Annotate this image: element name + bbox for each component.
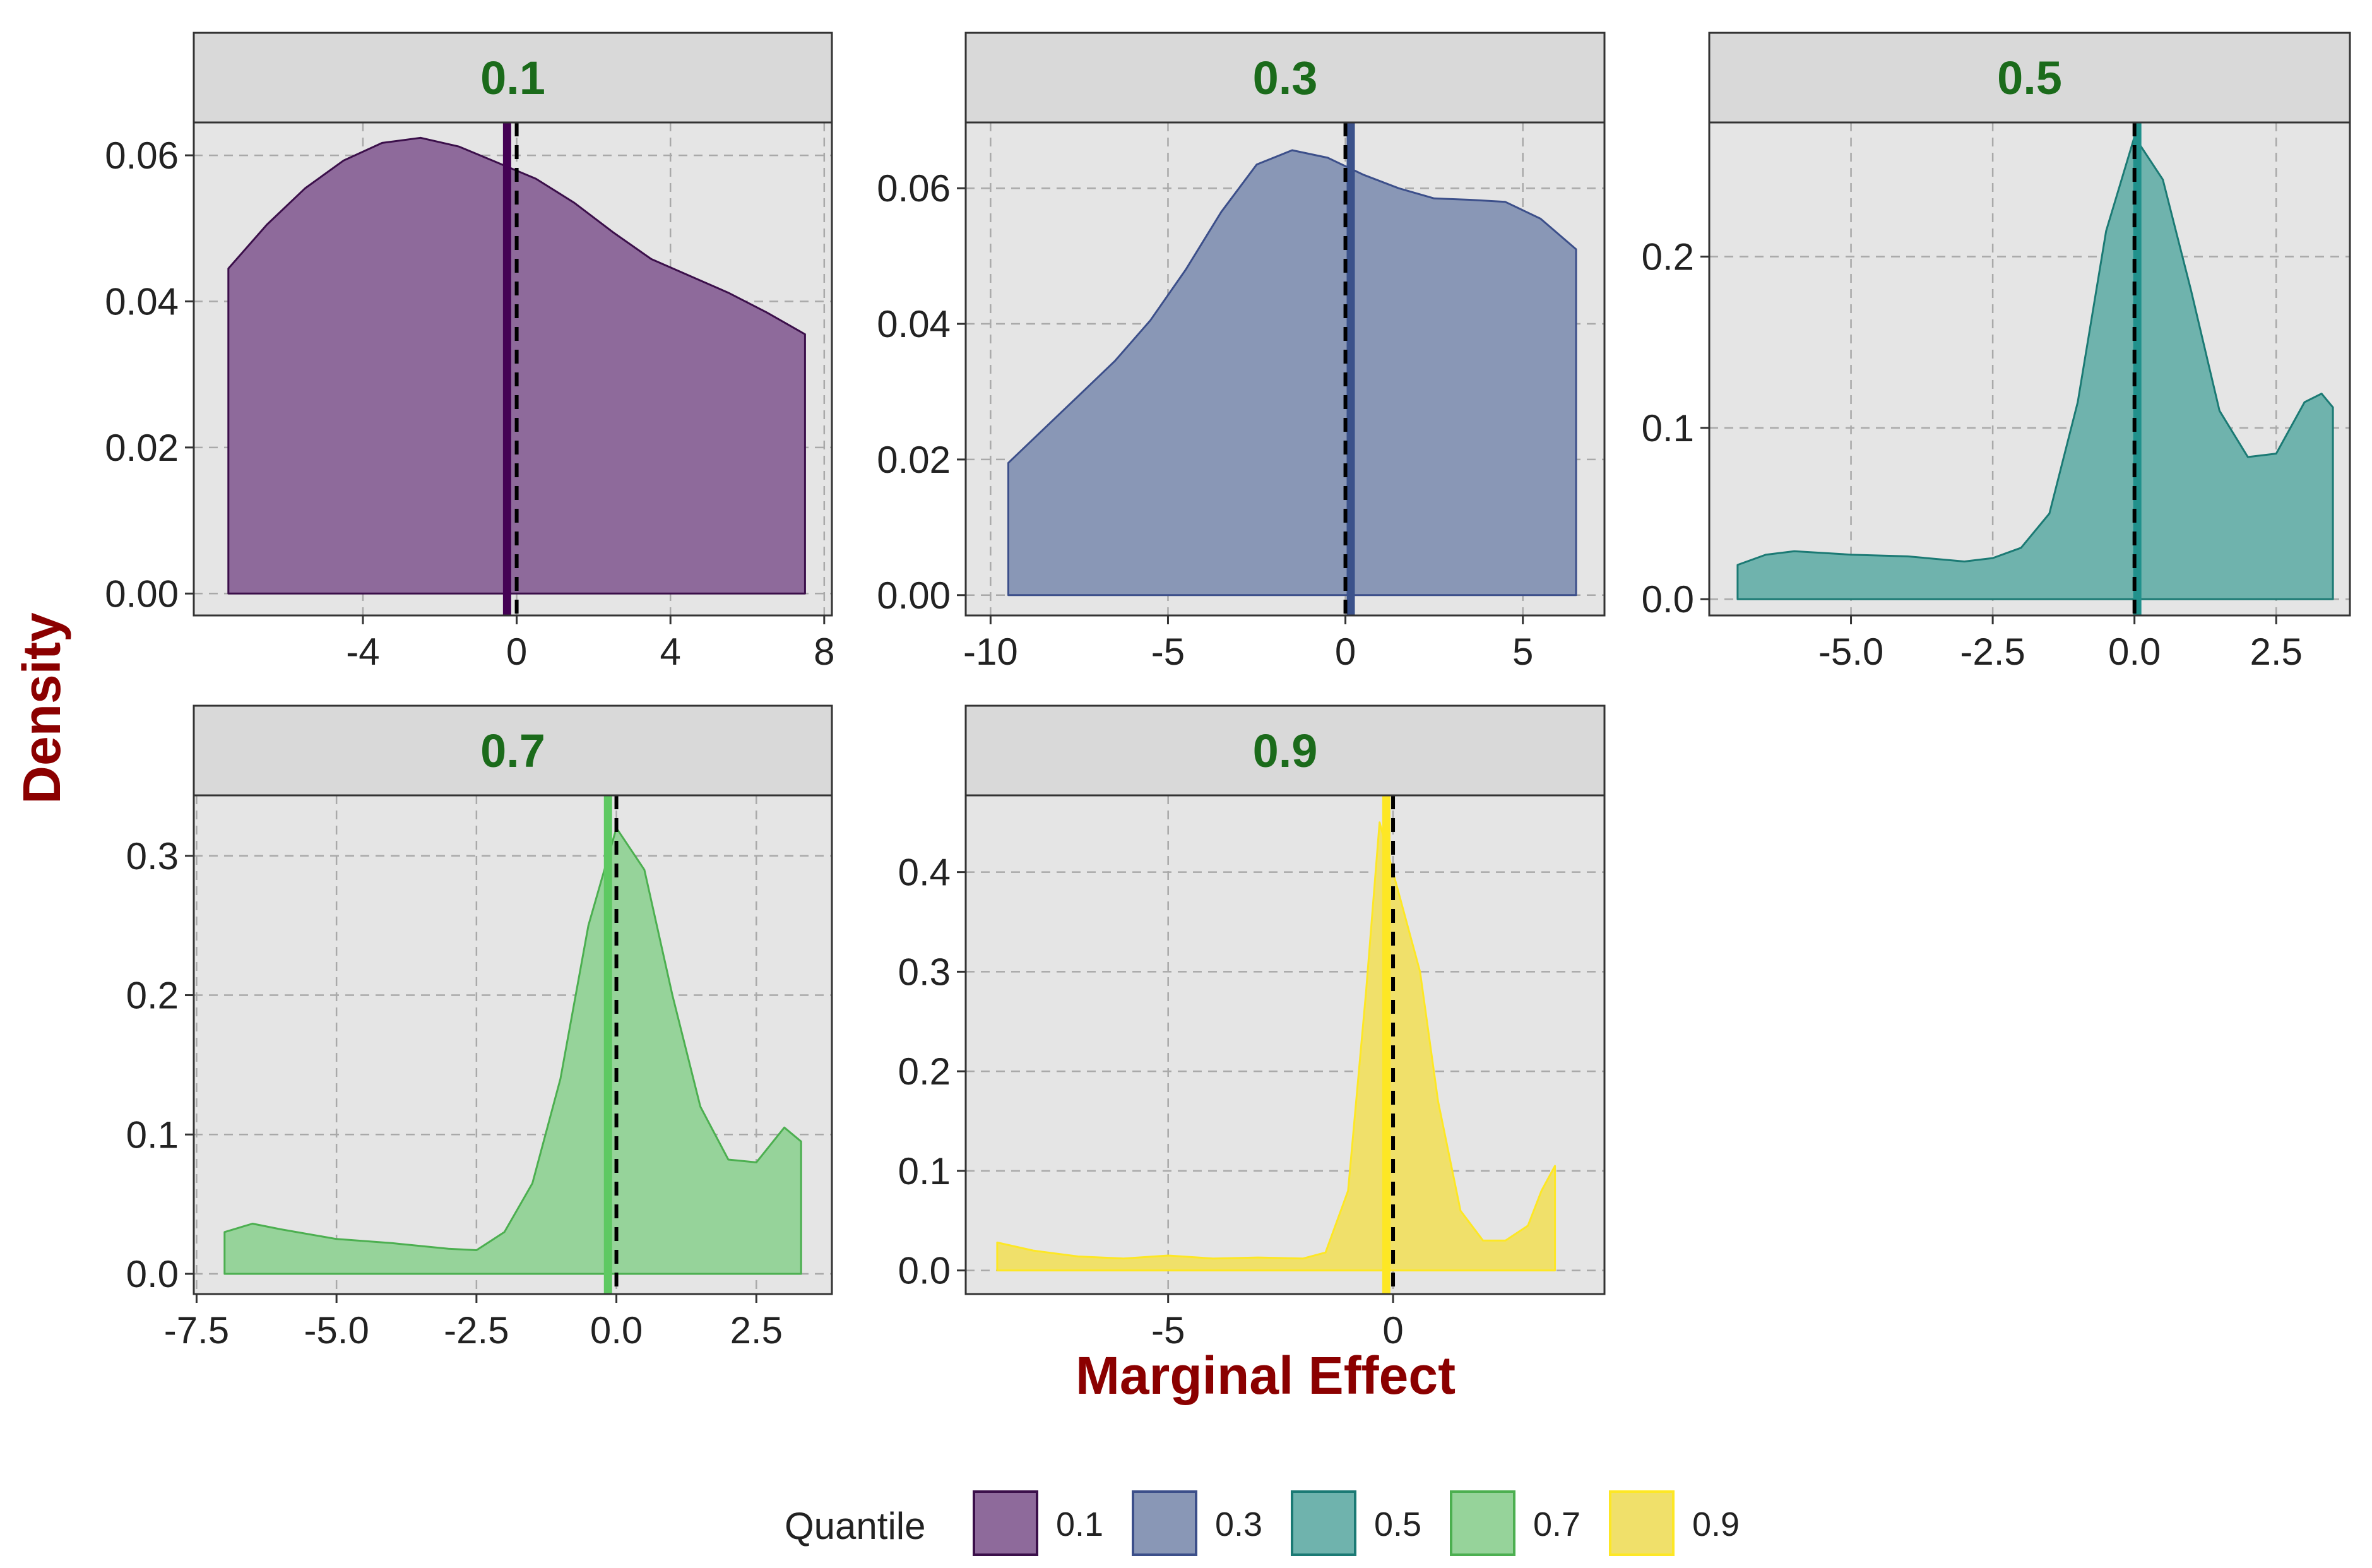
y-tick-label: 0.02: [105, 427, 179, 469]
facet-strip: [193, 704, 833, 797]
legend-label: 0.5: [1374, 1506, 1421, 1543]
y-tick-label: 0.06: [877, 167, 951, 210]
legend-label: 0.9: [1692, 1506, 1740, 1543]
panel-border: [964, 121, 1606, 617]
legend: Quantile 0.1 0.3 0.5 0.7 0.9: [785, 1490, 1740, 1556]
y-tick-label: 0.00: [105, 573, 179, 615]
y-tick-label: 0.04: [105, 280, 179, 323]
x-tick-label: 0: [1335, 631, 1356, 673]
panel-border: [193, 121, 833, 617]
legend-item-0.5: 0.5: [1291, 1490, 1421, 1556]
x-tick-label: 0.0: [2108, 631, 2161, 673]
legend-key-swatch: [1132, 1490, 1197, 1556]
y-tick-label: 0.0: [898, 1250, 951, 1292]
y-tick-label: 0.04: [877, 303, 951, 345]
y-tick-label: 0.4: [898, 852, 951, 894]
panel-border: [193, 794, 833, 1295]
x-axis-title: Marginal Effect: [1076, 1346, 1456, 1405]
y-tick-label: 0.1: [898, 1150, 951, 1192]
panels-layer: 0.1-4 0 4 80.000.020.040.060.3-10 -5 0 50.000.…: [105, 32, 2351, 1351]
y-axis-title: Density: [12, 612, 71, 804]
density-area-0.1: [227, 136, 806, 595]
y-tick-label: 0.06: [105, 134, 179, 177]
legend-item-0.3: 0.3: [1132, 1490, 1262, 1556]
x-tick-label: -5: [1151, 631, 1185, 673]
x-tick-label: -5: [1151, 1309, 1185, 1351]
facet-strip-label: 0.5: [1997, 52, 2062, 104]
y-tick-label: 0.2: [1642, 235, 1694, 278]
panel-border: [1708, 121, 2351, 617]
legend-items: 0.1 0.3 0.5 0.7 0.9: [973, 1490, 1740, 1556]
legend-key-swatch: [973, 1490, 1038, 1556]
panel-background: [966, 795, 1604, 1294]
facet-panel-0.9: 0.9 -5 0 0.0 0.1 0.2 0.3 0.4: [898, 704, 1606, 1351]
facet-strip-label: 0.1: [480, 52, 545, 104]
facet-strip-label: 0.9: [1253, 725, 1318, 777]
facet-panel-0.5: 0.5 -5.0 -2.5 0.0 2.5 0.0 0.1 0.2: [1642, 32, 2351, 673]
x-tick-label: 0.0: [590, 1309, 643, 1351]
legend-title: Quantile: [785, 1505, 925, 1547]
y-tick-label: 0.0: [126, 1253, 179, 1295]
x-tick-label: -5.0: [304, 1309, 369, 1351]
x-tick-label: -5.0: [1818, 631, 1883, 673]
density-area-0.9: [996, 821, 1557, 1272]
x-tick-label: 4: [660, 631, 681, 673]
facet-strip-label: 0.7: [480, 725, 545, 777]
x-tick-label: 8: [814, 631, 834, 673]
facet-strip: [1708, 32, 2351, 124]
y-tick-label: 0.1: [1642, 407, 1694, 449]
x-tick-label: 2.5: [2250, 631, 2303, 673]
x-tick-label: -10: [963, 631, 1018, 673]
y-tick-label: 0.02: [877, 439, 951, 481]
facet-strip: [964, 704, 1606, 797]
density-area-0.5: [1736, 136, 2334, 600]
legend-key-swatch: [1291, 1490, 1356, 1556]
legend-label: 0.7: [1533, 1506, 1580, 1543]
x-tick-label: -7.5: [164, 1309, 229, 1351]
legend-item-0.7: 0.7: [1450, 1490, 1580, 1556]
legend-item-0.1: 0.1: [973, 1490, 1103, 1556]
legend-item-0.9: 0.9: [1609, 1490, 1740, 1556]
y-tick-label: 0.2: [898, 1050, 951, 1093]
x-tick-label: -2.5: [444, 1309, 509, 1351]
legend-key-swatch: [1609, 1490, 1675, 1556]
legend-key-swatch: [1450, 1490, 1515, 1556]
facet-strip: [193, 32, 833, 124]
density-area-0.7: [223, 827, 802, 1275]
x-tick-label: 2.5: [730, 1309, 783, 1351]
facet-panel-0.7: 0.7 -7.5 -5.0 -2.5 0.0 2.5 0.0 0.1 0.2 0.3: [126, 704, 833, 1351]
y-tick-label: 0.3: [898, 951, 951, 993]
x-tick-label: 5: [1512, 631, 1533, 673]
x-tick-label: 0: [1382, 1309, 1403, 1351]
facet-strip: [964, 32, 1606, 124]
facet-strip-label: 0.3: [1253, 52, 1318, 104]
panel-border: [964, 794, 1606, 1295]
x-tick-label: 0: [506, 631, 527, 673]
x-tick-label: -4: [346, 631, 379, 673]
legend-label: 0.1: [1056, 1506, 1103, 1543]
facet-panel-0.1: 0.1 -4 0 4 8 0.00 0.02 0.04 0.06: [105, 32, 835, 673]
y-tick-label: 0.0: [1642, 578, 1694, 621]
density-area-0.3: [1007, 149, 1577, 597]
facet-panel-0.3: 0.3 -10 -5 0 5 0.00 0.02 0.04 0.06: [877, 32, 1606, 673]
legend-label: 0.3: [1215, 1506, 1262, 1543]
x-tick-label: -2.5: [1960, 631, 2025, 673]
y-tick-label: 0.2: [126, 975, 179, 1017]
y-tick-label: 0.1: [126, 1114, 179, 1156]
y-tick-label: 0.00: [877, 574, 951, 617]
y-tick-label: 0.3: [126, 835, 179, 877]
